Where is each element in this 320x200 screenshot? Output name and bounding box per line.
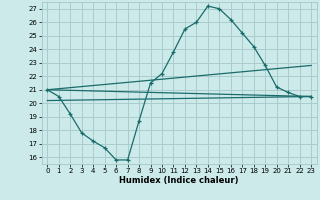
X-axis label: Humidex (Indice chaleur): Humidex (Indice chaleur)	[119, 176, 239, 185]
